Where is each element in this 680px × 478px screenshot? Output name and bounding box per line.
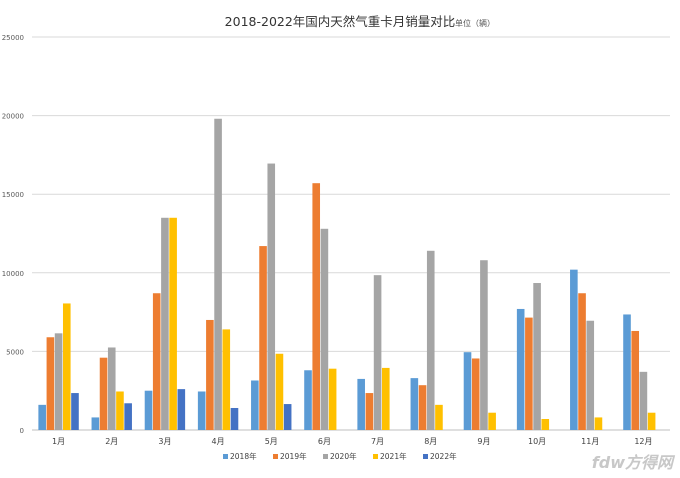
bar-2021年-2月 bbox=[116, 391, 124, 430]
legend-label: 2021年 bbox=[380, 451, 407, 461]
bar-2018年-9月 bbox=[463, 352, 472, 430]
bar-2020年-2月 bbox=[107, 347, 116, 430]
bar-2018年-7月 bbox=[357, 378, 365, 430]
bar-2019年-5月 bbox=[259, 246, 267, 430]
bar-2018年-3月 bbox=[144, 390, 153, 430]
bar-2018年-1月 bbox=[38, 404, 46, 430]
y-tick-label: 20000 bbox=[2, 113, 24, 121]
bar-2019年-8月 bbox=[418, 385, 427, 430]
bar-2020年-10月 bbox=[533, 283, 541, 430]
legend-swatch bbox=[373, 454, 378, 459]
chart-unit-note: 单位（辆） bbox=[455, 18, 495, 28]
x-tick-label: 8月 bbox=[424, 437, 437, 446]
bar-2020年-4月 bbox=[214, 118, 222, 430]
bar-2018年-5月 bbox=[251, 380, 259, 430]
legend-label: 2018年 bbox=[230, 451, 257, 461]
legend-swatch bbox=[323, 454, 328, 459]
bar-2018年-12月 bbox=[623, 314, 631, 430]
bar-2021年-3月 bbox=[169, 217, 177, 430]
y-tick-label: 0 bbox=[20, 427, 24, 435]
bar-2019年-9月 bbox=[471, 358, 480, 430]
bar-2022年-5月 bbox=[283, 404, 292, 430]
y-tick-label: 5000 bbox=[6, 348, 24, 356]
bar-2022年-3月 bbox=[177, 389, 186, 430]
watermark-logo: fdw方得网 bbox=[592, 453, 676, 472]
bar-2020年-3月 bbox=[161, 217, 169, 430]
watermark-text: fdw方得网 bbox=[592, 453, 676, 472]
bar-2019年-6月 bbox=[312, 183, 321, 430]
bar-2020年-5月 bbox=[267, 163, 276, 430]
bar-2019年-7月 bbox=[365, 393, 374, 430]
bar-2020年-1月 bbox=[54, 333, 63, 430]
bar-2018年-6月 bbox=[304, 370, 312, 430]
bar-2019年-12月 bbox=[631, 330, 640, 430]
legend-swatch bbox=[223, 454, 228, 459]
y-tick-label: 10000 bbox=[2, 270, 24, 278]
x-tick-label: 1月 bbox=[52, 437, 65, 446]
bar-2020年-8月 bbox=[426, 250, 435, 430]
x-tick-label: 2月 bbox=[105, 437, 118, 446]
bar-2022年-4月 bbox=[230, 407, 239, 430]
bar-2019年-10月 bbox=[525, 317, 533, 430]
axis-layer: 0 5000 10000 15000 20000 25000 1月 2月 3月 4月 5月 6月 7月 8… bbox=[2, 34, 653, 446]
x-tick-label: 12月 bbox=[634, 437, 652, 446]
bar-2020年-9月 bbox=[480, 260, 488, 430]
bar-2018年-10月 bbox=[516, 308, 525, 430]
legend-swatch bbox=[423, 454, 428, 459]
bar-2022年-2月 bbox=[124, 403, 132, 430]
x-tick-label: 10月 bbox=[528, 437, 546, 446]
bars-layer bbox=[38, 118, 656, 430]
bar-2018年-11月 bbox=[570, 269, 578, 430]
x-tick-label: 9月 bbox=[477, 437, 490, 446]
x-tick-label: 7月 bbox=[371, 437, 384, 446]
bar-2021年-4月 bbox=[222, 329, 231, 430]
bar-2018年-8月 bbox=[410, 378, 419, 430]
bar-2019年-3月 bbox=[152, 293, 161, 430]
bar-2021年-10月 bbox=[541, 418, 550, 430]
bar-2020年-12月 bbox=[639, 371, 648, 430]
bar-2022年-1月 bbox=[71, 393, 79, 430]
legend-label: 2019年 bbox=[280, 451, 307, 461]
x-tick-label: 6月 bbox=[318, 437, 331, 446]
bar-2019年-2月 bbox=[99, 357, 108, 430]
bar-2019年-11月 bbox=[578, 293, 586, 430]
bar-2021年-12月 bbox=[647, 412, 656, 430]
bar-2021年-5月 bbox=[275, 353, 284, 430]
grid-layer bbox=[32, 36, 670, 431]
legend: 2018年 2019年 2020年 2021年 2022年 bbox=[223, 451, 457, 461]
x-tick-label: 3月 bbox=[158, 437, 171, 446]
bar-2018年-4月 bbox=[197, 391, 206, 430]
legend-label: 2020年 bbox=[330, 451, 357, 461]
bar-2021年-8月 bbox=[435, 404, 443, 430]
bar-2020年-11月 bbox=[586, 320, 595, 430]
legend-label: 2022年 bbox=[430, 451, 457, 461]
bar-2021年-6月 bbox=[328, 368, 337, 430]
x-tick-label: 11月 bbox=[581, 437, 599, 446]
bar-2020年-7月 bbox=[373, 275, 382, 430]
bar-2018年-2月 bbox=[91, 417, 100, 430]
bar-2021年-1月 bbox=[62, 303, 71, 430]
y-tick-label: 25000 bbox=[2, 34, 24, 42]
bar-2019年-1月 bbox=[46, 337, 55, 430]
y-tick-label: 15000 bbox=[2, 191, 24, 199]
bar-2021年-7月 bbox=[381, 367, 390, 430]
chart-title: 2018-2022年国内天然气重卡月销量对比 bbox=[225, 14, 456, 29]
legend-swatch bbox=[273, 454, 278, 459]
x-tick-label: 4月 bbox=[212, 437, 225, 446]
bar-2020年-6月 bbox=[320, 228, 329, 430]
x-tick-label: 5月 bbox=[265, 437, 278, 446]
bar-2019年-4月 bbox=[206, 319, 214, 430]
bar-2021年-11月 bbox=[594, 417, 603, 430]
bar-2021年-9月 bbox=[488, 412, 496, 430]
